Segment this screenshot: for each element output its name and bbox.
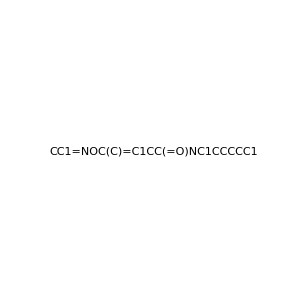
Text: CC1=NOC(C)=C1CC(=O)NC1CCCCC1: CC1=NOC(C)=C1CC(=O)NC1CCCCC1 <box>50 146 258 157</box>
